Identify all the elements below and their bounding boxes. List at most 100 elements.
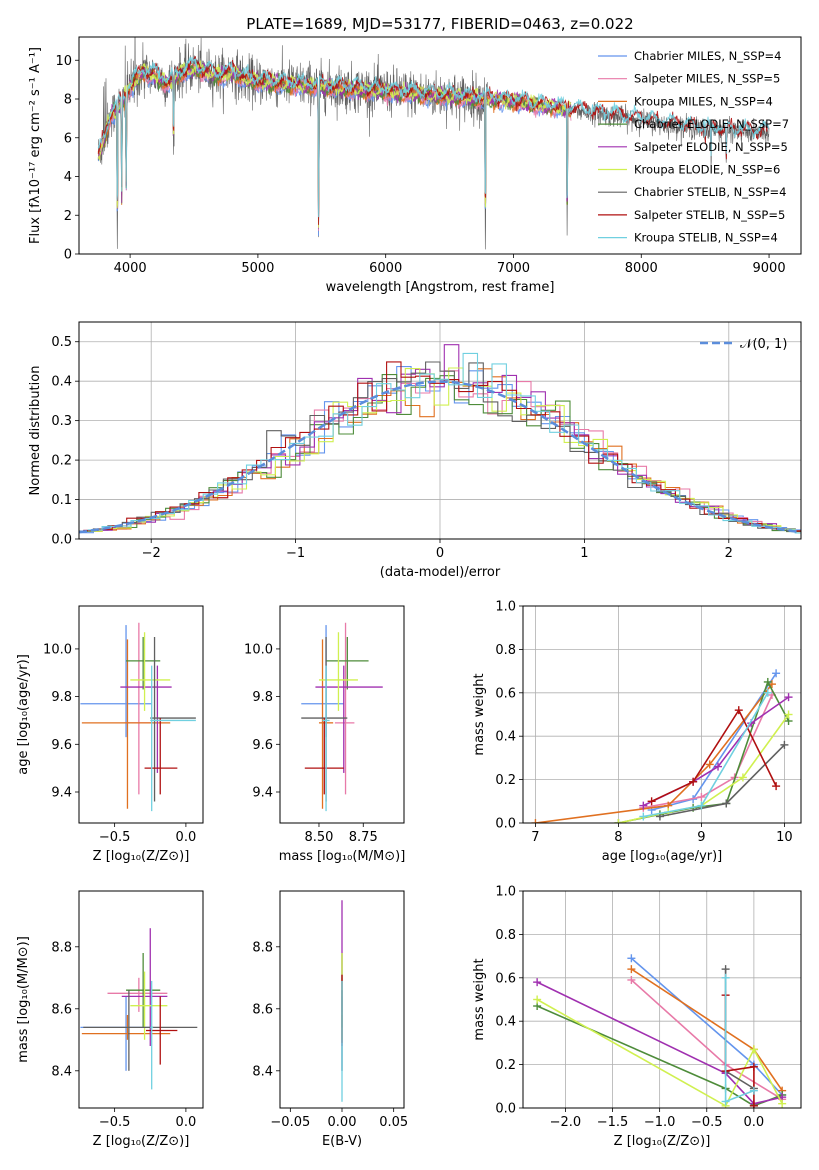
- data-point: [749, 1086, 758, 1095]
- errorbar-chabrier-elodie: [126, 953, 161, 1028]
- x-tick-label: 0.00: [328, 1115, 357, 1130]
- plot-area: [533, 954, 787, 1108]
- plot-area: [531, 669, 793, 823]
- axes: 4000 5000 6000 7000 8000 9000 0 2 4 6 8 10 wavelengt…: [28, 47, 786, 295]
- x-tick-label: 0.0: [176, 830, 197, 845]
- plot-frame: [279, 890, 405, 1109]
- series-chabrier-stelib: [655, 740, 789, 821]
- data-point: [627, 954, 636, 963]
- axes: −2 −1 0 1 2 0.0 0.1 0.2 0.3 0.4 0.5 (data-model)/er…: [28, 322, 801, 580]
- y-tick-label: 8.4: [51, 1064, 72, 1079]
- data-point: [697, 801, 706, 810]
- legend-label: Kroupa MILES, N_SSP=4: [634, 94, 773, 108]
- x-tick-label: 0.0: [744, 1115, 765, 1130]
- mass-weight-vs-age-panel: 7 8 9 10 0.0 0.2 0.4 0.6 0.8 1.0 age [log₁₀(age/yr…: [472, 600, 802, 864]
- data-point: [734, 706, 743, 715]
- series-salpeter-stelib: [721, 991, 758, 1108]
- y-axis-label: age [log₁₀(age/yr)]: [16, 654, 31, 775]
- y-tick-label: 8.8: [252, 940, 273, 955]
- x-tick-label: 7: [531, 830, 539, 845]
- data-point: [721, 1097, 730, 1106]
- data-point: [721, 973, 730, 982]
- x-tick-label: 4000: [114, 261, 147, 276]
- data-point: [714, 762, 723, 771]
- x-axis-label: E(B-V): [322, 1134, 362, 1149]
- axes: 8.50 8.75 9.4 9.6 9.8 10.0 mass [log₁₀(M/M⊙)]: [244, 642, 405, 864]
- x-tick-label: 7000: [497, 261, 530, 276]
- axes: 7 8 9 10 0.0 0.2 0.4 0.6 0.8 1.0 age [log₁₀(age/yr…: [472, 600, 801, 864]
- x-tick-label: 6000: [369, 261, 402, 276]
- plot-area: [80, 622, 196, 812]
- y-tick-label: 8.4: [252, 1064, 273, 1079]
- x-axis-label: Z [log₁₀(Z/Z⊙)]: [93, 849, 190, 864]
- legend-label: Salpeter STELIB, N_SSP=5: [634, 208, 785, 222]
- y-tick-label: 9.4: [252, 786, 273, 801]
- spectrum-model-line-kroupa-elodie: [97, 60, 572, 228]
- errorbar-chabrier-stelib: [150, 637, 196, 802]
- errorbar-kroupa-stelib: [150, 665, 196, 812]
- series-line: [536, 998, 783, 1107]
- y-tick-label: 0.4: [51, 375, 72, 390]
- errorbar-salpeter-miles: [334, 622, 355, 795]
- legend-label: Salpeter ELODIE, N_SSP=5: [634, 140, 788, 154]
- x-tick-label: 8: [614, 830, 622, 845]
- y-axis-label: mass weight: [472, 958, 487, 1040]
- errorbar-kroupa-elodie: [130, 971, 168, 1040]
- y-tick-label: 8.6: [51, 1002, 72, 1017]
- x-axis-label: mass [log₁₀(M/M⊙)]: [279, 849, 406, 864]
- errorbar-chabrier-stelib: [83, 990, 198, 1071]
- data-point: [627, 965, 636, 974]
- errorbar-kroupa-stelib: [150, 980, 154, 1090]
- legend: 𝒩(0, 1): [700, 337, 787, 352]
- data-point: [780, 740, 789, 749]
- y-tick-label: 0.2: [495, 773, 516, 788]
- y-tick-label: 1.0: [495, 600, 516, 615]
- legend-label: Chabrier MILES, N_SSP=4: [634, 49, 781, 63]
- x-tick-label: 8000: [625, 261, 658, 276]
- series-line: [535, 683, 773, 823]
- data-point: [639, 801, 648, 810]
- y-tick-label: 9.6: [51, 738, 72, 753]
- spectrum-data-line: [97, 37, 770, 250]
- data-point: [531, 819, 540, 823]
- x-tick-label: −1: [286, 546, 305, 561]
- data-point: [772, 782, 781, 791]
- data-point: [627, 975, 636, 984]
- data-point: [763, 688, 772, 697]
- errorbar-chabrier-miles: [80, 625, 152, 738]
- y-tick-label: 10.0: [43, 642, 72, 657]
- plot-frame: [78, 321, 802, 540]
- y-tick-label: 2: [64, 209, 72, 224]
- errorbar-salpeter-stelib: [144, 718, 178, 795]
- legend-label: Chabrier ELODIE, N_SSP=7: [634, 117, 789, 131]
- y-tick-label: 9.8: [51, 690, 72, 705]
- data-point: [722, 799, 731, 808]
- mass-vs-ebv-panel: −0.05 0.00 0.05 8.4 8.6 8.8 E(B-V): [252, 890, 408, 1149]
- mass-weight-vs-metallicity-panel: −2.0 −1.5 −1.0 −0.5 0.0 0.0 0.2 0.4 0.6 0.8 1.0 Z […: [472, 885, 802, 1149]
- axes: −0.5 0.0 9.4 9.6 9.8 10.0 Z [log₁₀(Z/Z⊙)] age […: [16, 642, 196, 864]
- series-salpeter-elodie: [639, 693, 793, 810]
- legend-label: Chabrier STELIB, N_SSP=4: [634, 185, 786, 199]
- y-tick-label: 0.0: [51, 533, 72, 548]
- y-tick-label: 0.0: [495, 817, 516, 832]
- x-tick-label: 5000: [241, 261, 274, 276]
- legend-label: 𝒩(0, 1): [740, 337, 787, 352]
- plot-area: [97, 37, 770, 250]
- plot-area: [80, 928, 198, 1090]
- series-line: [643, 692, 769, 818]
- series-salpeter-stelib: [647, 706, 781, 806]
- x-tick-label: 2: [725, 546, 733, 561]
- histogram-step-kroupa-elodie: [87, 367, 801, 532]
- data-point: [749, 1101, 758, 1108]
- y-tick-label: 0: [64, 248, 72, 263]
- y-tick-label: 0.8: [495, 928, 516, 943]
- y-tick-label: 1.0: [495, 885, 516, 900]
- data-point: [772, 669, 781, 678]
- legend-label: Kroupa ELODIE, N_SSP=6: [634, 163, 780, 177]
- spectrum-panel: 4000 5000 6000 7000 8000 9000 0 2 4 6 8 10 wavelengt…: [28, 36, 802, 295]
- errorbar-kroupa-miles: [81, 639, 171, 809]
- y-axis-label: mass weight: [472, 673, 487, 755]
- x-axis-label: Z [log₁₀(Z/Z⊙)]: [614, 1134, 711, 1149]
- chart-title: PLATE=1689, MJD=53177, FIBERID=0463, z=0…: [246, 15, 633, 33]
- plot-frame: [78, 36, 802, 255]
